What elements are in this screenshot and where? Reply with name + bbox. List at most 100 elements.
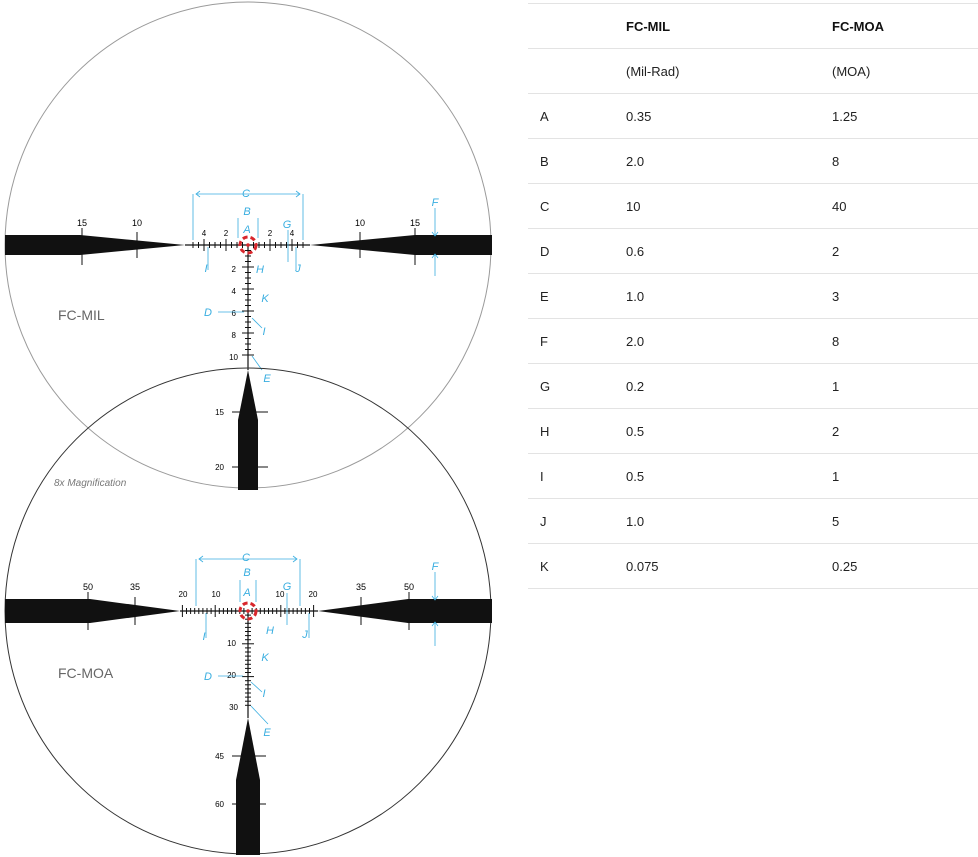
fc-moa-tick-label: 35 [130,582,140,592]
callout-i: I [204,263,207,275]
callout-i: I [262,688,265,700]
callout-h: H [256,264,264,276]
callout-e: E [263,373,271,385]
table-cell: I [528,453,626,499]
fc-moa-tick-label: 50 [83,582,93,592]
callout-j: J [294,263,301,275]
fc-mil-tick-label: 4 [290,229,295,238]
callout-i: I [202,631,205,643]
callout-f: F [432,197,440,209]
table-cell: 5 [832,498,978,544]
fc-mil-tick-label: 10 [132,218,142,228]
fc-moa-tick-label: 30 [229,703,238,712]
callout-b: B [243,206,250,218]
fc-mil-tick-label: 6 [232,309,237,318]
table-row: K 0.075 0.25 [528,543,978,589]
fc-moa-tick-label: 50 [404,582,414,592]
table-cell: 1.25 [832,93,978,139]
table-cell [528,48,626,94]
table-cell: 0.5 [626,453,832,499]
table-row: E 1.0 3 [528,273,978,319]
fc-moa-bottom-post [236,718,260,855]
fc-mil-tick-label: 10 [229,353,238,362]
fc-mil-tick-label: 2 [268,229,273,238]
table-cell: 3 [832,273,978,319]
fc-moa-tick-label: 20 [227,671,236,680]
fc-mil-bottom-post [238,370,258,490]
table-cell: 2.0 [626,318,832,364]
magnification-note: 8x Magnification [54,478,127,489]
callout-k: K [261,293,269,305]
callout-k: K [261,652,269,664]
table-cell: B [528,138,626,184]
table-row: H 0.5 2 [528,408,978,454]
fc-mil-tick-label: 4 [232,287,237,296]
fc-moa-callout-lines [195,555,439,725]
fc-mil-reticle: 15 10 10 15 4 2 2 4 2 4 6 8 10 15 20 FC-… [4,1,492,490]
table-cell: 1.0 [626,273,832,319]
callout-f: F [432,561,440,573]
table-row: C 10 40 [528,183,978,229]
callout-i: I [262,326,265,338]
fc-mil-tick-label: 15 [77,218,87,228]
fc-mil-center-circle [238,235,258,255]
fc-mil-callout-lines [192,190,439,371]
table-header-row: FC-MIL FC-MOA [528,3,978,49]
table-cell: 2.0 [626,138,832,184]
fc-moa-center-dot [246,609,250,613]
table-cell: E [528,273,626,319]
table-row: B 2.0 8 [528,138,978,184]
table-header-cell [528,3,626,49]
callout-a: A [242,587,250,599]
fc-moa-tick-label: 60 [215,800,224,809]
table-cell: 8 [832,318,978,364]
table-cell: (Mil-Rad) [626,48,832,94]
callout-d: D [204,671,212,683]
subtension-table: FC-MIL FC-MOA (Mil-Rad) (MOA) A 0.35 1.25 B… [528,3,978,589]
fc-mil-tick-label: 20 [215,463,224,472]
table-row: F 2.0 8 [528,318,978,364]
table-row: D 0.6 2 [528,228,978,274]
callout-b: B [243,567,250,579]
callout-g: G [283,581,292,593]
fc-moa-left-post [5,599,180,623]
fc-mil-tick-label: 15 [215,408,224,417]
table-cell: F [528,318,626,364]
table-header-cell: FC-MOA [832,3,978,49]
fc-moa-tick-label: 10 [212,590,221,599]
table-cell: 1 [832,363,978,409]
fc-moa-tick-label: 10 [276,590,285,599]
table-cell: G [528,363,626,409]
table-cell: 1 [832,453,978,499]
fc-moa-tick-label: 10 [227,639,236,648]
table-cell: H [528,408,626,454]
fc-mil-tick-label: 15 [410,218,420,228]
callout-j: J [301,629,308,641]
callout-e: E [263,727,271,739]
callout-c: C [242,552,250,564]
table-cell: 0.075 [626,543,832,589]
table-cell: 2 [832,408,978,454]
table-cell: K [528,543,626,589]
fc-moa-reticle: 50 35 35 50 20 10 10 20 10 20 30 45 60 F… [4,367,492,855]
table-cell: J [528,498,626,544]
table-units-row: (Mil-Rad) (MOA) [528,48,978,94]
reticle-diagram: 15 10 10 15 4 2 2 4 2 4 6 8 10 15 20 FC-… [4,1,492,855]
table-cell: 0.35 [626,93,832,139]
table-cell: D [528,228,626,274]
fc-mil-tick-label: 2 [232,265,237,274]
callout-c: C [242,188,250,200]
table-header-cell: FC-MIL [626,3,832,49]
fc-moa-center-circle [238,601,258,621]
fc-mil-reticle-label: FC-MIL [58,307,105,323]
fc-mil-tick-label: 10 [355,218,365,228]
fc-moa-tick-label: 20 [179,590,188,599]
table-cell: C [528,183,626,229]
callout-d: D [204,307,212,319]
callout-g: G [283,219,292,231]
table-cell: 0.5 [626,408,832,454]
callout-h: H [266,625,274,637]
table-cell: 8 [832,138,978,184]
table-cell: 1.0 [626,498,832,544]
table-cell: 2 [832,228,978,274]
